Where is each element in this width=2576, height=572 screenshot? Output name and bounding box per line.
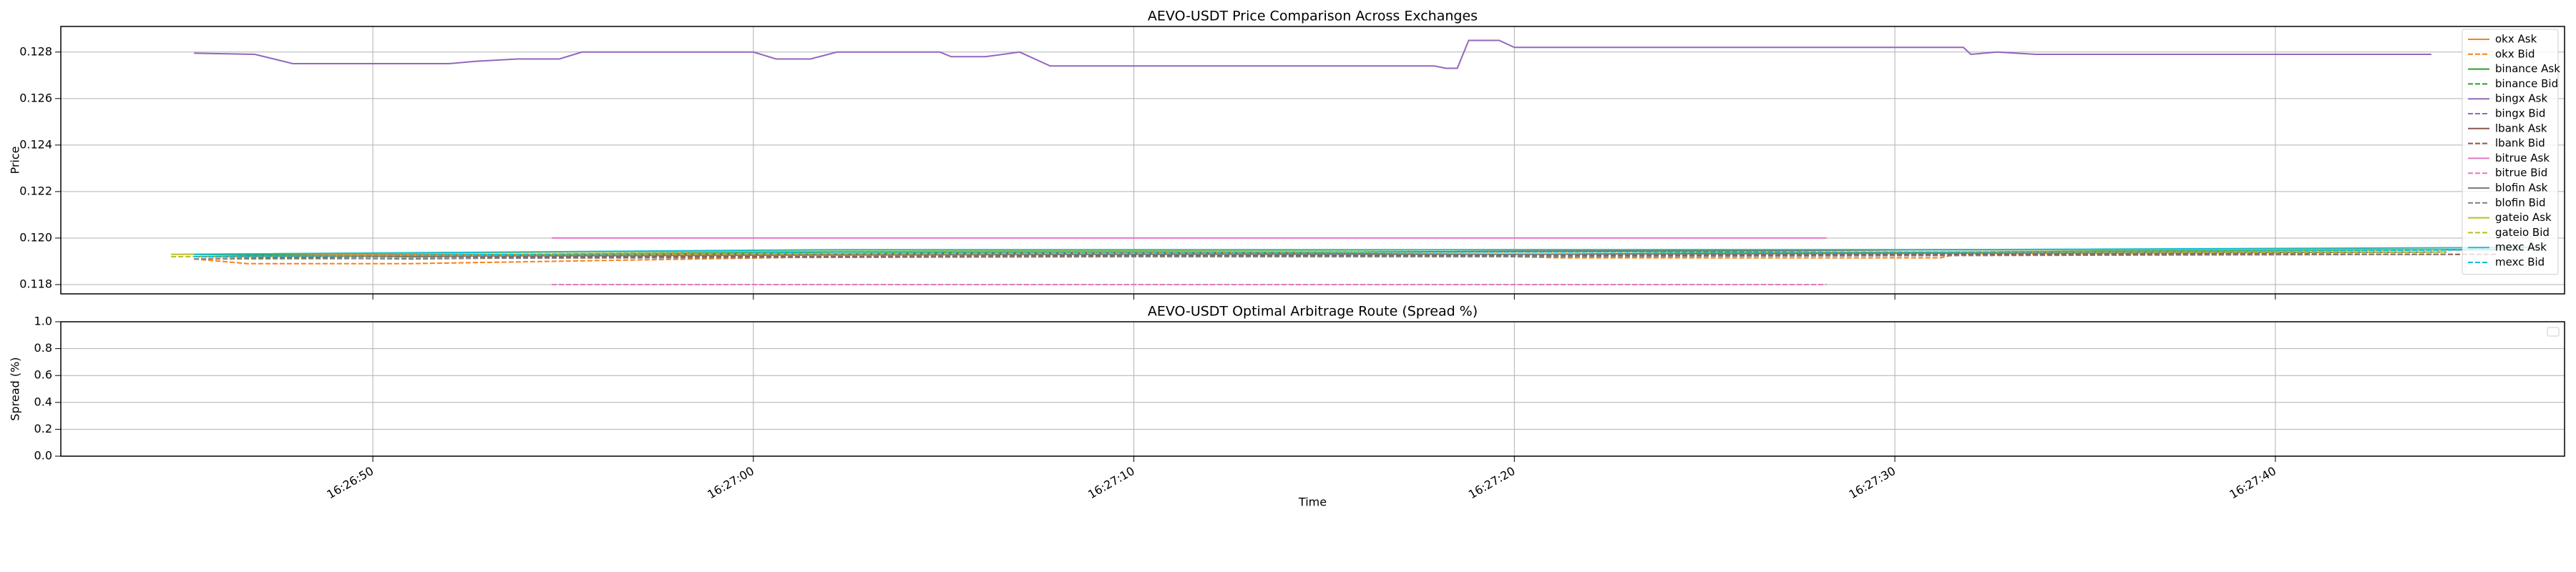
y-tick-label: 0.124 xyxy=(19,137,52,151)
series-line xyxy=(194,253,2447,260)
legend-label: mexc Bid xyxy=(2495,256,2545,269)
y-tick-label: 0.120 xyxy=(19,230,52,244)
y-tick-label: 0.2 xyxy=(34,422,52,435)
legend-label: binance Ask xyxy=(2495,62,2560,75)
legend-box xyxy=(2462,29,2559,275)
legend-label: bingx Bid xyxy=(2495,107,2545,120)
y-axis-label: Spread (%) xyxy=(9,357,22,420)
y-tick-label: 1.0 xyxy=(34,315,52,328)
legend-label: blofin Bid xyxy=(2495,196,2546,209)
legend-box xyxy=(2547,327,2560,337)
series-line xyxy=(171,251,2447,257)
legend-label: bitrue Bid xyxy=(2495,167,2547,179)
legend-label: okx Bid xyxy=(2495,47,2535,60)
x-axis-label: Time xyxy=(1298,495,1327,509)
legend-label: binance Bid xyxy=(2495,77,2558,90)
chart-title: AEVO-USDT Optimal Arbitrage Route (Sprea… xyxy=(1148,304,1478,320)
y-tick-label: 0.122 xyxy=(19,184,52,197)
y-tick-label: 0.118 xyxy=(19,277,52,290)
legend-label: lbank Bid xyxy=(2495,137,2545,149)
y-tick-label: 0.8 xyxy=(34,341,52,355)
series-line xyxy=(194,39,2431,69)
y-axis-label: Price xyxy=(9,146,22,174)
y-tick-label: 0.4 xyxy=(34,395,52,408)
y-tick-label: 0.0 xyxy=(34,449,52,463)
legend-label: blofin Ask xyxy=(2495,182,2548,194)
legend-label: bingx Ask xyxy=(2495,92,2547,105)
series-line xyxy=(194,249,2538,257)
axes-frame xyxy=(60,321,2565,457)
legend-label: bitrue Ask xyxy=(2495,152,2550,164)
legend-label: lbank Ask xyxy=(2495,122,2547,134)
chart-title: AEVO-USDT Price Comparison Across Exchan… xyxy=(1148,9,1478,24)
legend-label: okx Ask xyxy=(2495,33,2537,46)
axes-frame xyxy=(60,26,2565,295)
legend-label: gateio Bid xyxy=(2495,226,2550,239)
series-line xyxy=(194,247,2538,255)
y-tick-label: 0.128 xyxy=(19,44,52,58)
y-tick-label: 0.126 xyxy=(19,91,52,104)
legend-label: gateio Ask xyxy=(2495,211,2552,224)
series-line xyxy=(194,251,2447,257)
y-tick-label: 0.6 xyxy=(34,368,52,382)
legend-label: mexc Ask xyxy=(2495,241,2547,254)
